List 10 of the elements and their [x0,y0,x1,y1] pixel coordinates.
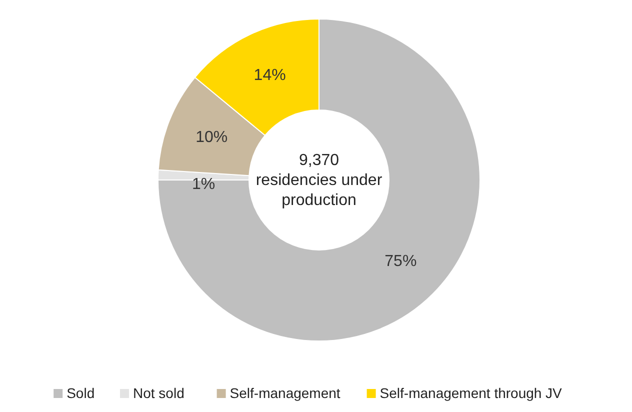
legend-label: Self-management through JV [380,385,563,401]
text: 9,370 residencies under production [256,152,383,209]
legend-label: Self-management [230,385,340,401]
data-label: 1% [192,176,216,193]
donut-slice [158,18,480,342]
data-label: 75% [384,253,417,270]
legend-label: Sold [66,385,95,401]
data-label: 10% [196,128,228,146]
data-label: 14% [254,66,286,84]
legend-label: Not sold [133,385,184,401]
